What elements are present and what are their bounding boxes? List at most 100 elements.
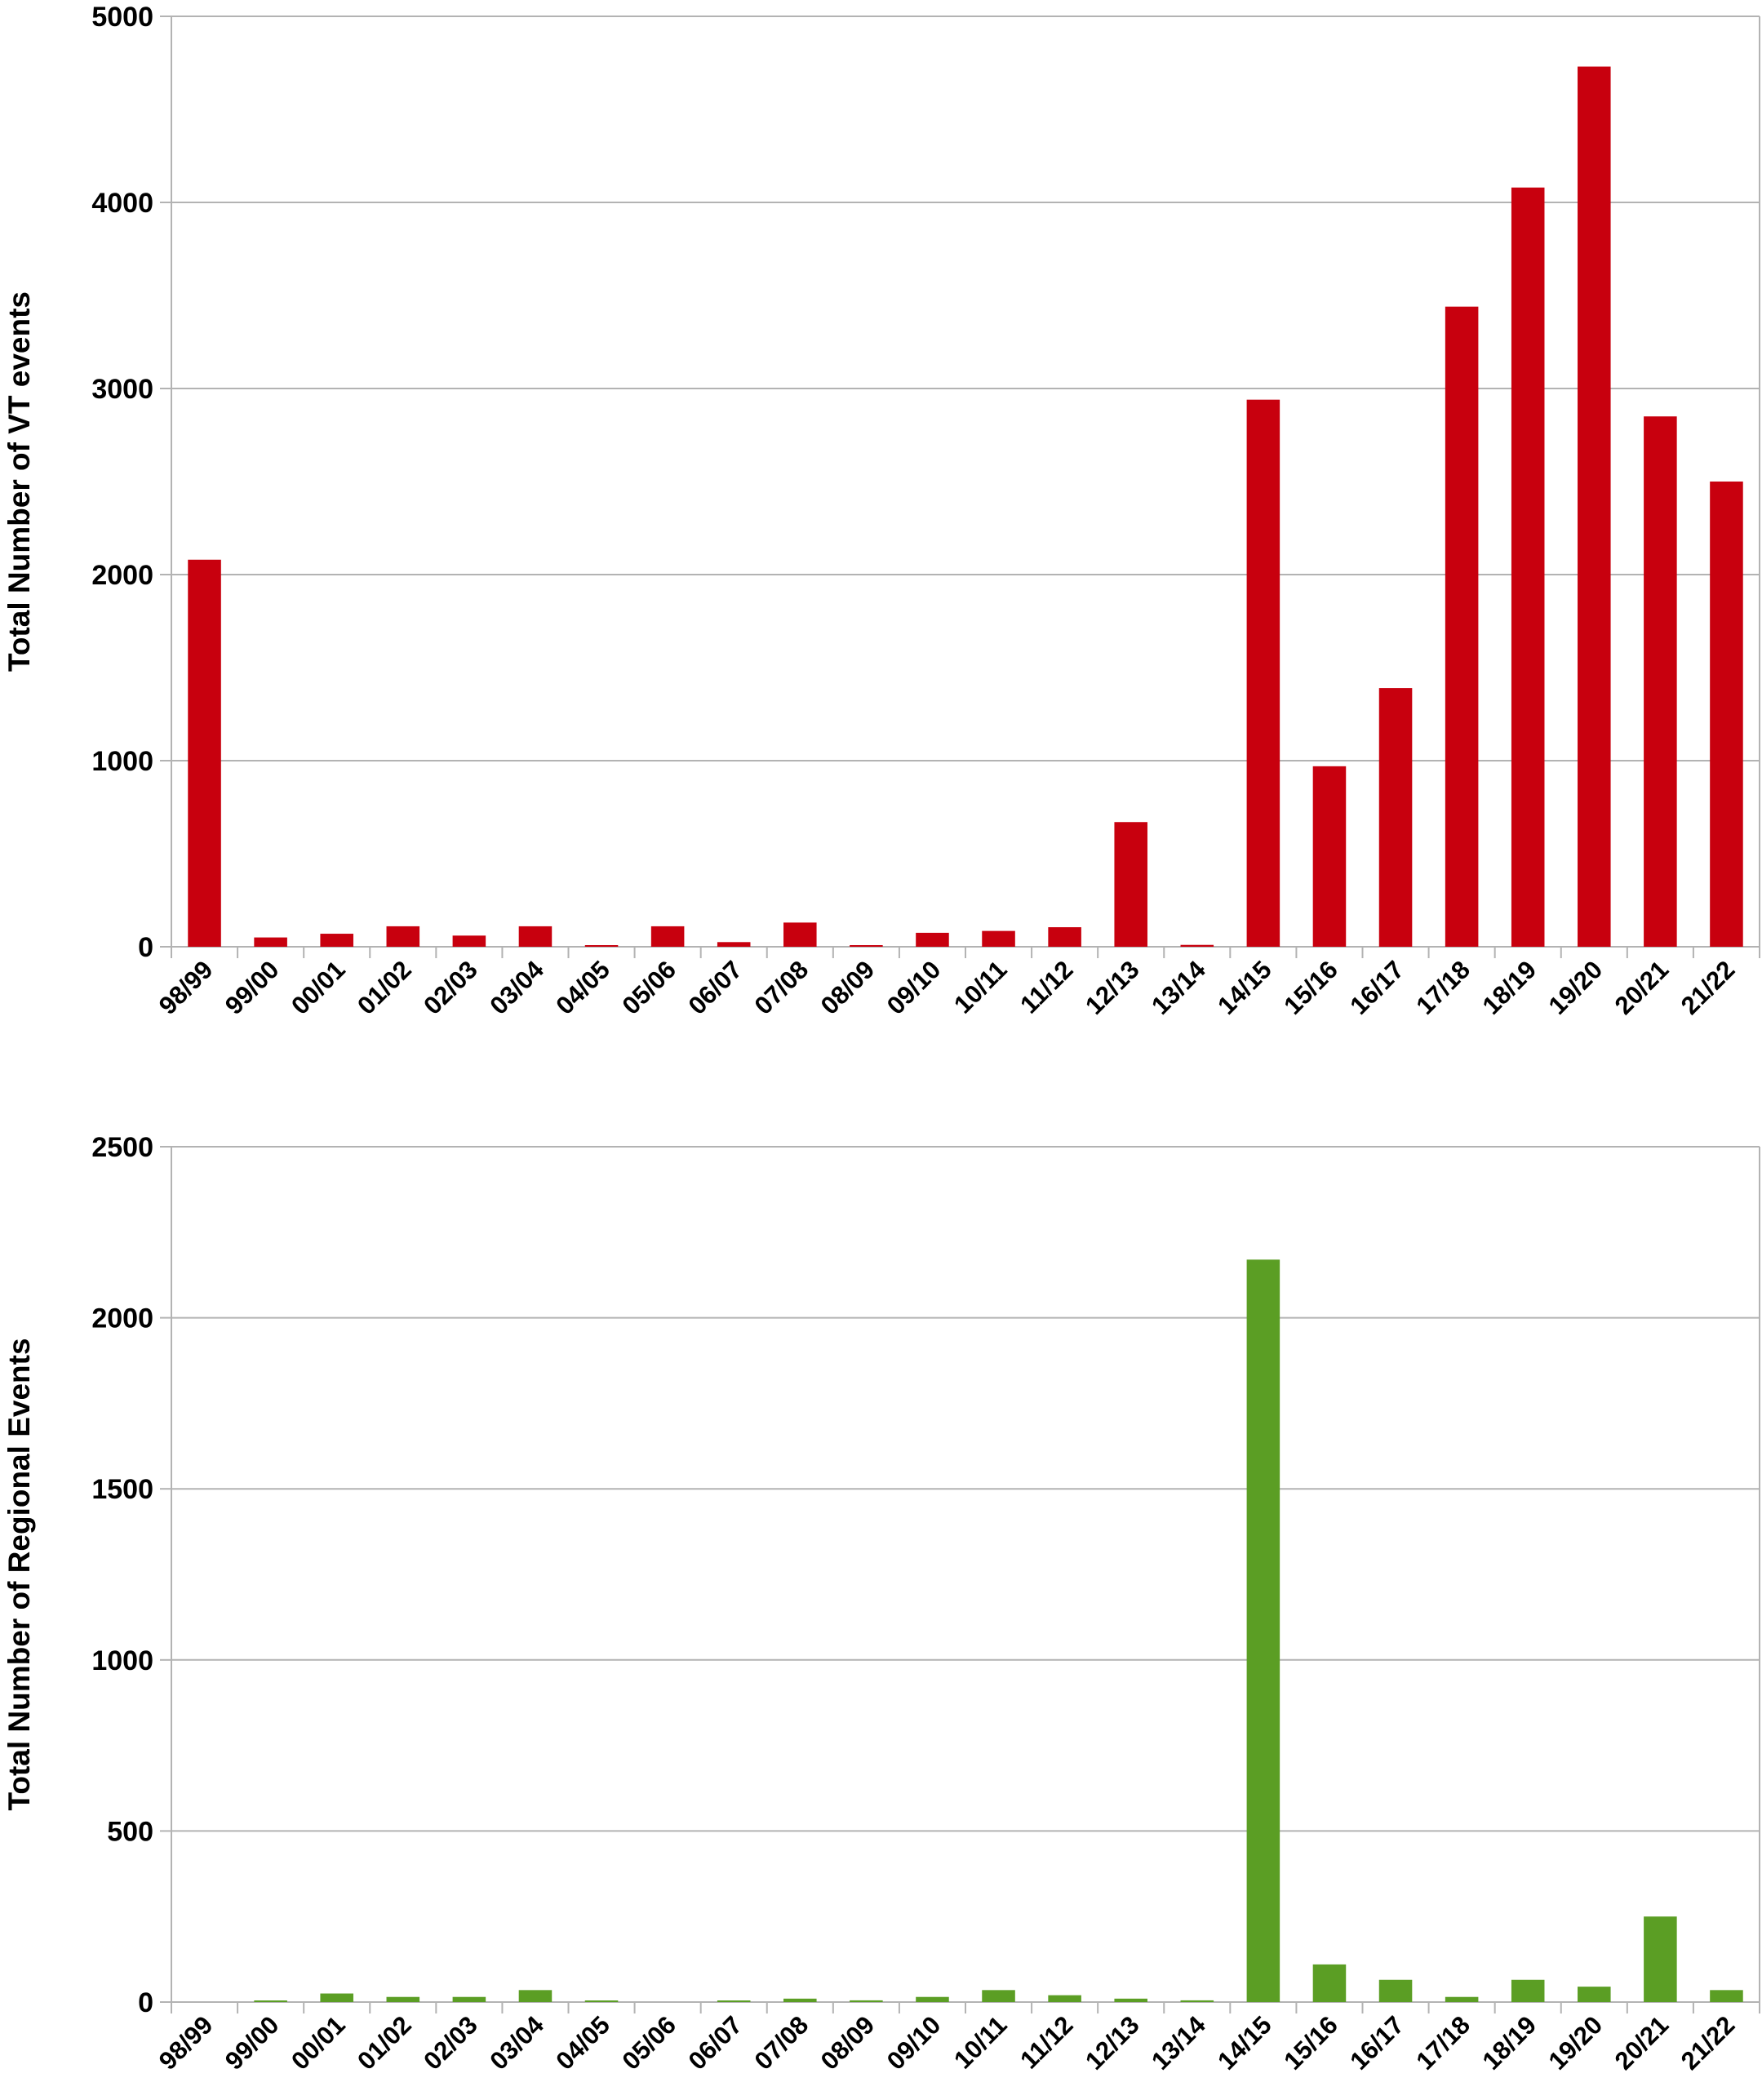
bar-21-22 xyxy=(1710,482,1743,947)
x-tick-label: 05/06 xyxy=(616,2010,681,2076)
x-tick-label: 16/17 xyxy=(1344,2010,1409,2076)
bar-11-12 xyxy=(1048,1995,1081,2002)
bar-17-18 xyxy=(1445,1996,1479,2002)
bar-99-00 xyxy=(254,937,287,947)
x-tick-label: 15/16 xyxy=(1278,2010,1343,2076)
bar-03-04 xyxy=(518,1990,553,2002)
x-tick-label: 05/06 xyxy=(616,955,681,1020)
vt-events-chart: 0 1000 2000 3000 4000 5000 98/99 99/00 00/01 01/0… xyxy=(2,2,1760,1020)
x-tick-label: 12/13 xyxy=(1080,955,1145,1020)
bar-21-22 xyxy=(1710,1990,1743,2002)
x-tick-label: 02/03 xyxy=(418,955,483,1020)
bar-09-10 xyxy=(916,1996,949,2002)
x-tick-label: 07/08 xyxy=(749,955,814,1020)
x-tick-label: 18/19 xyxy=(1477,955,1542,1020)
x-tick-label: 99/00 xyxy=(220,2010,285,2076)
bar-98-99 xyxy=(188,559,221,947)
bar-02-03 xyxy=(452,1996,486,2002)
x-tick-label: 03/04 xyxy=(484,2010,549,2076)
bar-07-08 xyxy=(783,922,817,947)
x-tick-label: 00/01 xyxy=(286,955,351,1020)
x-tick-label: 11/12 xyxy=(1014,2010,1078,2074)
regional-events-chart: 0 500 1000 1500 2000 2500 98/99 99/00 00/01 01/02… xyxy=(2,1132,1760,2076)
bar-09-10 xyxy=(916,932,949,947)
bar-19-20 xyxy=(1578,66,1611,947)
x-tick-label: 11/12 xyxy=(1014,955,1078,1019)
x-tick-label: 14/15 xyxy=(1212,2010,1277,2076)
bar-20-21 xyxy=(1644,1916,1677,2002)
bar-13-14 xyxy=(1180,944,1214,947)
x-tick-label: 99/00 xyxy=(220,955,285,1020)
x-tick-label: 13/14 xyxy=(1146,2010,1211,2076)
bar-16-17 xyxy=(1378,1979,1413,2002)
bar-02-03 xyxy=(452,935,486,947)
x-tick-label: 06/07 xyxy=(683,2010,748,2076)
x-tick-label: 09/10 xyxy=(881,2010,947,2076)
bar-18-19 xyxy=(1511,187,1545,947)
x-tick-label: 15/16 xyxy=(1278,955,1343,1020)
bar-16-17 xyxy=(1378,688,1413,947)
bar-15-16 xyxy=(1312,1964,1347,2002)
y-tick-label: 1000 xyxy=(91,1645,153,1676)
x-tick-label: 16/17 xyxy=(1344,955,1409,1020)
y-tick-label: 0 xyxy=(138,1987,153,2018)
bar-05-06 xyxy=(650,926,685,947)
x-tick-label: 07/08 xyxy=(749,2010,814,2076)
x-tick-label: 17/18 xyxy=(1410,2010,1476,2076)
x-tick-label: 10/11 xyxy=(948,2010,1012,2074)
x-tick-label: 00/01 xyxy=(286,2010,351,2076)
bar-12-13 xyxy=(1114,822,1147,947)
y-tick-label: 2500 xyxy=(91,1132,153,1163)
bar-10-11 xyxy=(982,930,1015,947)
bar-13-14 xyxy=(1180,2000,1214,2002)
y-tick-label: 1000 xyxy=(91,746,153,777)
x-tick-label: 04/05 xyxy=(550,955,615,1020)
bar-12-13 xyxy=(1114,1998,1147,2002)
bar-00-01 xyxy=(320,934,353,947)
bar-14-15 xyxy=(1246,1259,1280,2002)
y-tick-label: 3000 xyxy=(91,374,153,405)
y-tick-label: 500 xyxy=(107,1816,153,1847)
bar-19-20 xyxy=(1578,1987,1611,2002)
x-tick-label: 01/02 xyxy=(352,955,417,1020)
x-tick-label: 09/10 xyxy=(881,955,947,1020)
bar-00-01 xyxy=(320,1993,353,2002)
bar-11-12 xyxy=(1048,927,1081,947)
x-tick-label: 08/09 xyxy=(815,955,881,1020)
x-tick-label: 13/14 xyxy=(1146,955,1211,1020)
x-tick-label: 06/07 xyxy=(683,955,748,1020)
bar-04-05 xyxy=(584,2000,619,2002)
x-tick-label: 17/18 xyxy=(1410,955,1476,1020)
x-tick-label: 21/22 xyxy=(1675,2010,1741,2076)
y-tick-label: 1500 xyxy=(91,1474,153,1505)
x-tick-label: 98/99 xyxy=(153,2010,219,2076)
x-tick-label: 98/99 xyxy=(153,955,219,1020)
y-tick-label: 4000 xyxy=(91,188,153,219)
bar-20-21 xyxy=(1644,416,1677,947)
x-tick-label: 02/03 xyxy=(418,2010,483,2076)
y-tick-label: 2000 xyxy=(91,1303,153,1334)
x-tick-label: 20/21 xyxy=(1609,955,1675,1020)
x-tick-label: 19/20 xyxy=(1543,955,1609,1020)
x-tick-label: 01/02 xyxy=(352,2010,417,2076)
x-tick-label: 10/11 xyxy=(948,955,1012,1019)
y-tick-label: 2000 xyxy=(91,560,153,591)
x-tick-label: 08/09 xyxy=(815,2010,881,2076)
bar-99-00 xyxy=(254,2000,287,2002)
bar-08-09 xyxy=(850,945,883,947)
bar-04-05 xyxy=(584,945,619,947)
x-tick-label: 12/13 xyxy=(1080,2010,1145,2076)
bar-06-07 xyxy=(717,2000,751,2002)
bar-15-16 xyxy=(1312,766,1347,947)
y-tick-label: 0 xyxy=(138,932,153,963)
bar-08-09 xyxy=(850,2000,883,2002)
bar-18-19 xyxy=(1511,1979,1545,2002)
x-tick-label: 03/04 xyxy=(484,955,549,1020)
bar-03-04 xyxy=(518,926,553,947)
x-tick-label: 21/22 xyxy=(1675,955,1741,1020)
x-tick-label: 14/15 xyxy=(1212,955,1277,1020)
x-tick-label: 19/20 xyxy=(1543,2010,1609,2076)
y-axis-title: Total Number of Regional Events xyxy=(2,1338,36,1810)
x-tick-label: 18/19 xyxy=(1477,2010,1542,2076)
